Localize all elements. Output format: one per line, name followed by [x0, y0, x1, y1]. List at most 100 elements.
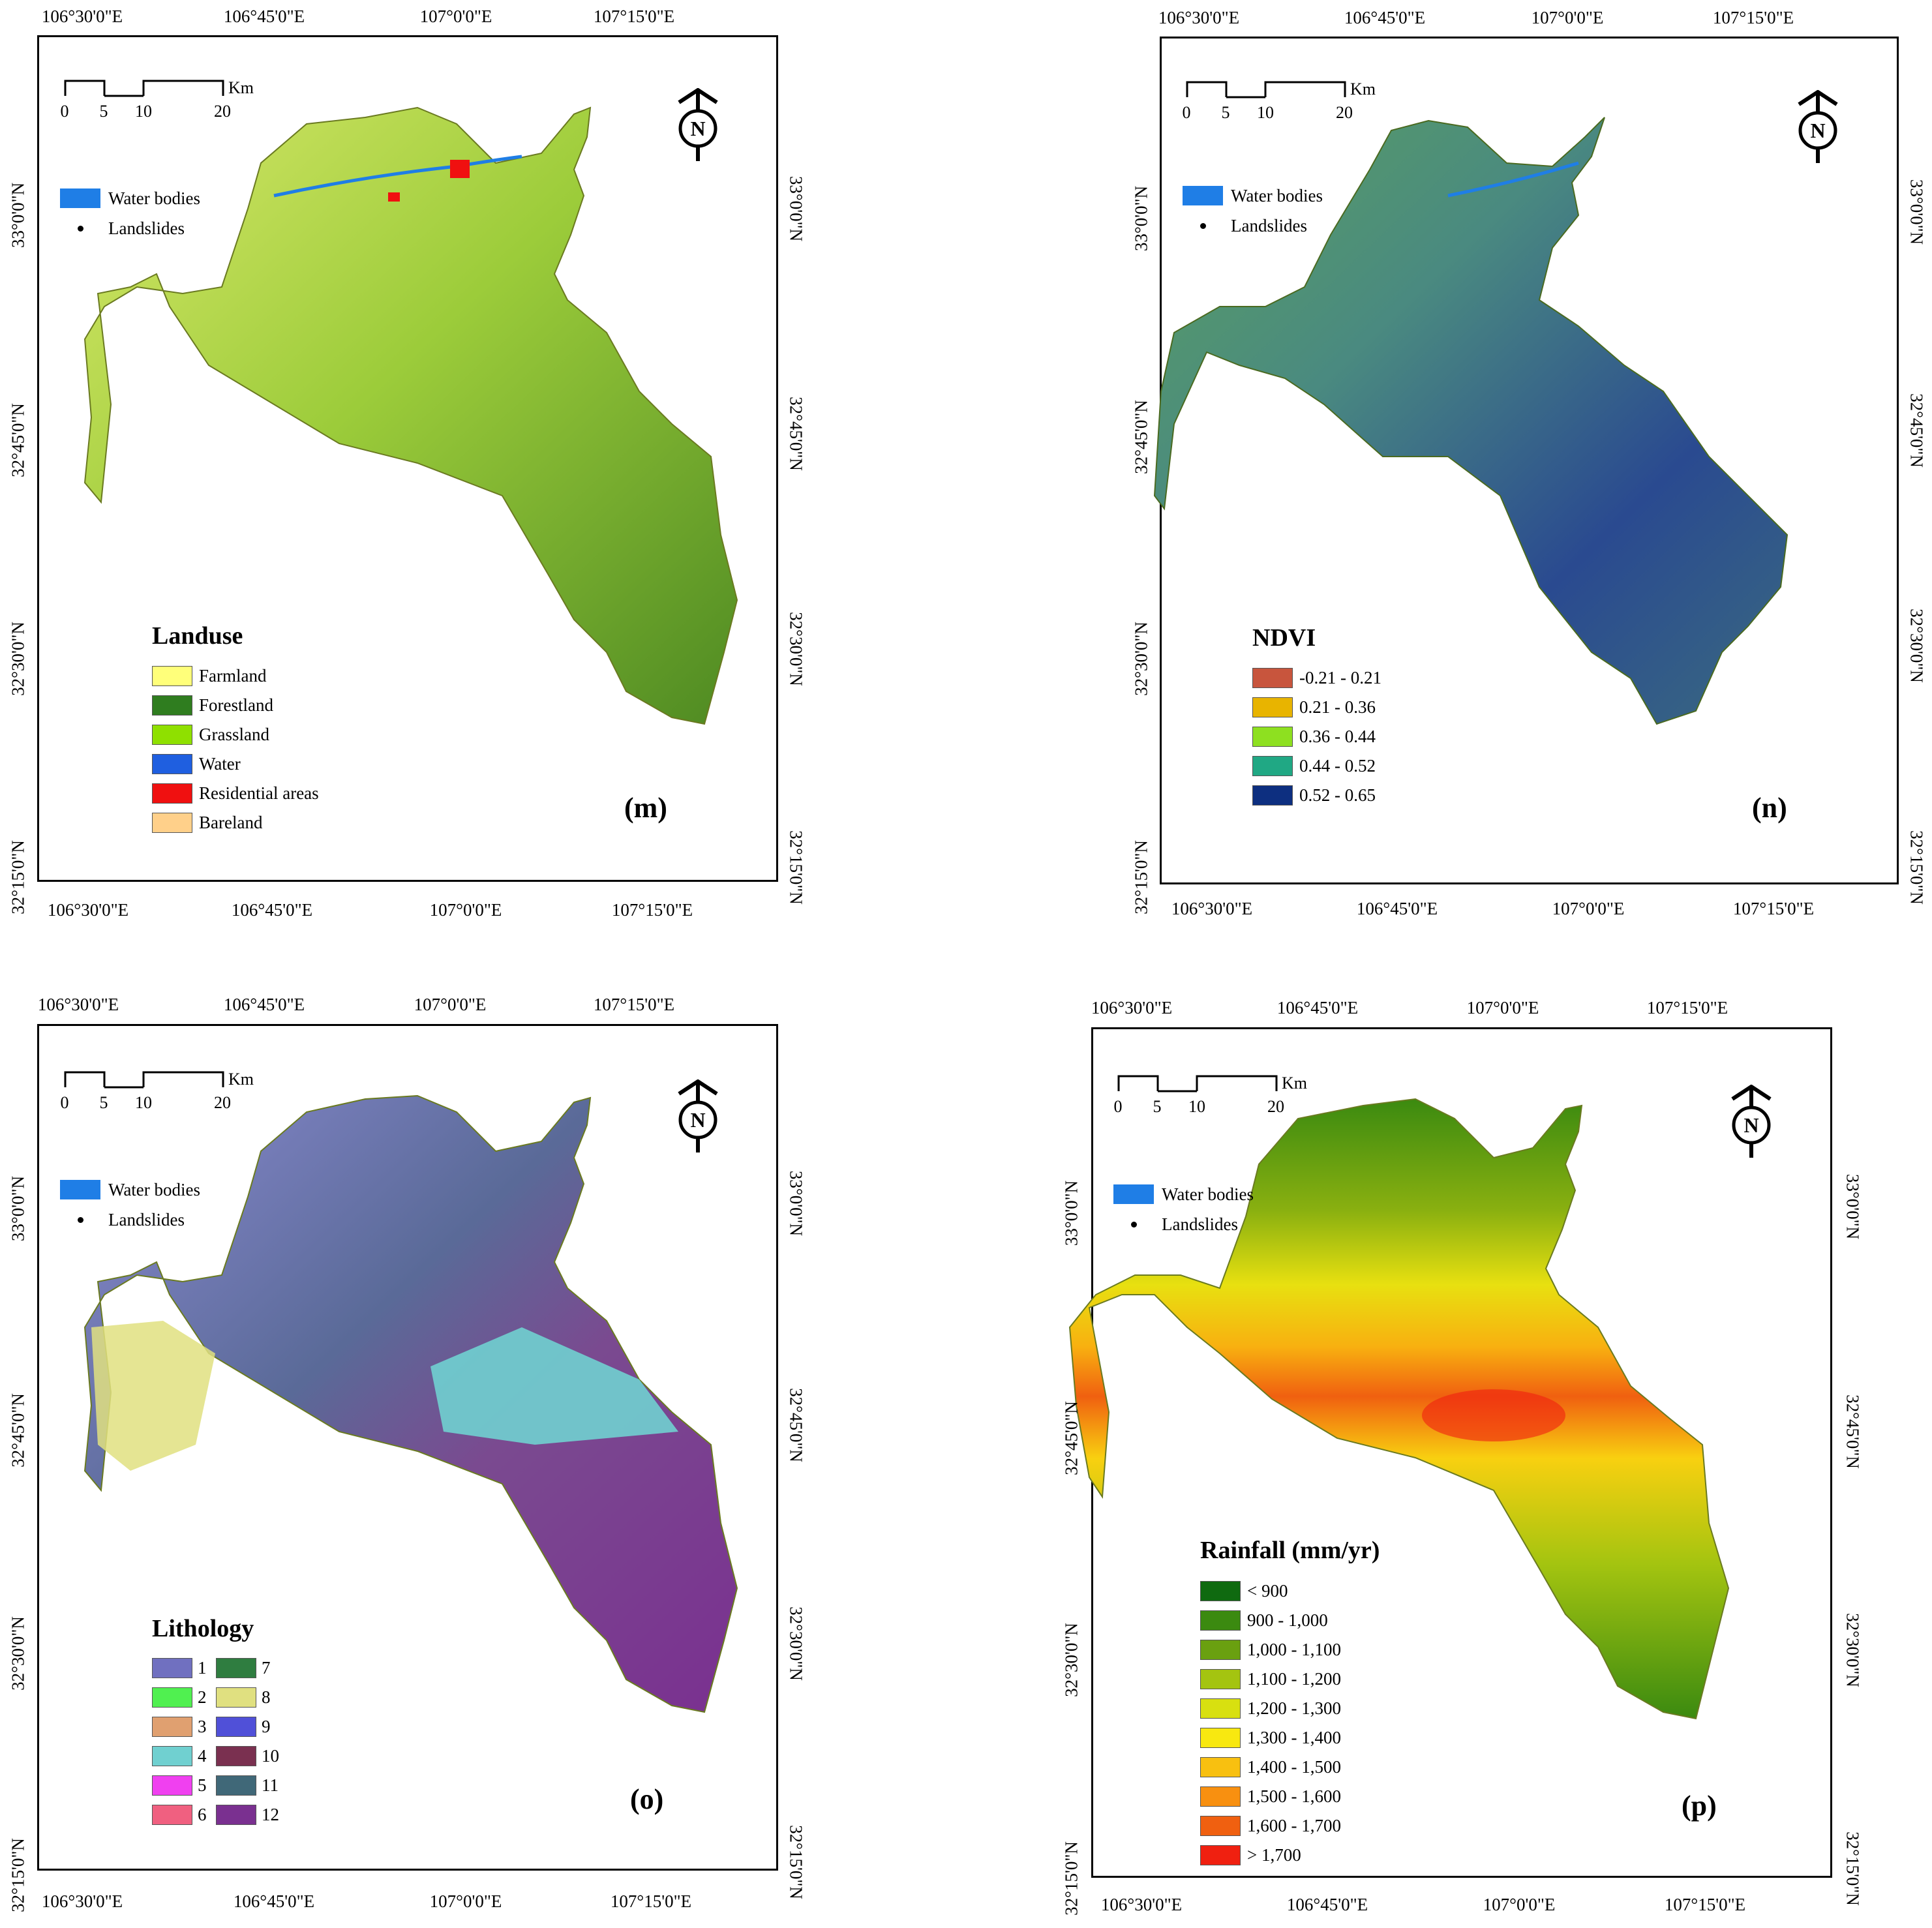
legend-item: < 900 [1200, 1576, 1341, 1606]
landslides-label: Landslides [1162, 1214, 1238, 1234]
lat-left-3: 32°30'0"N [1061, 1623, 1081, 1697]
water-swatch [60, 1180, 100, 1199]
lon-top-1: 106°30'0"E [37, 995, 119, 1014]
scale-10: 10 [1257, 103, 1274, 122]
lat-left-2: 32°45'0"N [8, 403, 28, 477]
scale-20: 20 [1267, 1097, 1284, 1116]
lat-left-1: 33°0'0"N [1131, 185, 1151, 252]
panel-m: 106°30'0"E 106°45'0"E 107°0'0"E 107°15'0… [0, 0, 809, 939]
legend-item: Residential areas [152, 779, 319, 808]
legend-item: 2 [152, 1683, 216, 1712]
legend-item: 6 [152, 1800, 216, 1830]
landslide-dot-icon [60, 1216, 100, 1223]
lat-right-4: 32°15'0"N [1907, 830, 1927, 905]
rainfall-map [1068, 1098, 1730, 1720]
scale-0: 0 [1113, 1097, 1123, 1116]
water-landslide-legend: Water bodies Landslides [60, 183, 200, 243]
legend-item: 0.44 - 0.52 [1252, 751, 1381, 781]
legend-item: Grassland [152, 720, 319, 749]
scale-0: 0 [1182, 103, 1191, 122]
study-area-landuse [83, 106, 738, 725]
legend-item: 0.52 - 0.65 [1252, 781, 1381, 810]
lon-top-3: 107°0'0"E [1531, 8, 1604, 27]
lon-top-3: 107°0'0"E [414, 995, 487, 1014]
lon-top-1: 106°30'0"E [1091, 998, 1173, 1017]
legend-title: NDVI [1252, 624, 1316, 652]
lon-top-2: 106°45'0"E [223, 7, 305, 26]
legend-item: 4 [152, 1741, 216, 1771]
lat-right-1: 33°0'0"N [786, 175, 806, 242]
lat-left-4: 32°15'0"N [8, 1838, 28, 1912]
legend-item: 5 [152, 1771, 216, 1800]
panel-n: 106°30'0"E 106°45'0"E 107°0'0"E 107°15'0… [1122, 0, 1932, 939]
legend-item: 1,500 - 1,600 [1200, 1782, 1341, 1811]
lon-top-1: 106°30'0"E [1158, 8, 1240, 27]
lon-bottom-1: 106°30'0"E [41, 1891, 123, 1911]
water-label: Water bodies [1162, 1184, 1254, 1204]
lon-bottom-2: 106°45'0"E [1286, 1895, 1368, 1914]
lat-right-2: 32°45'0"N [786, 1388, 806, 1462]
scale-0: 0 [60, 1093, 69, 1112]
lat-left-1: 33°0'0"N [8, 182, 28, 249]
legend-item: 900 - 1,000 [1200, 1606, 1341, 1635]
legend-item: 1,200 - 1,300 [1200, 1694, 1341, 1723]
lat-right-3: 32°30'0"N [786, 1606, 806, 1681]
scale-bar [64, 1071, 224, 1089]
lat-left-1: 33°0'0"N [1061, 1180, 1081, 1246]
svg-text:N: N [1810, 119, 1825, 142]
lat-right-3: 32°30'0"N [1907, 609, 1927, 683]
lat-left-4: 32°15'0"N [1061, 1841, 1081, 1916]
legend-item: 0.36 - 0.44 [1252, 722, 1381, 751]
lon-top-2: 106°45'0"E [223, 995, 305, 1014]
water-swatch [60, 188, 100, 208]
water-label: Water bodies [1231, 185, 1323, 205]
legend-item: Bareland [152, 808, 319, 837]
scale-10: 10 [135, 102, 152, 121]
legend-title: Rainfall (mm/yr) [1200, 1537, 1380, 1564]
lon-top-4: 107°15'0"E [593, 7, 675, 26]
lithology-map [83, 1094, 738, 1713]
legend-item: 9 [216, 1712, 281, 1741]
scale-5: 5 [99, 102, 108, 121]
panel-label: (m) [624, 792, 667, 824]
legend-item: Forestland [152, 691, 319, 720]
lat-right-1: 33°0'0"N [786, 1170, 806, 1237]
north-arrow-icon: N [1731, 1085, 1772, 1158]
scale-20: 20 [1336, 103, 1353, 122]
lon-bottom-3: 107°0'0"E [1483, 1895, 1556, 1914]
legend-title: Landuse [152, 622, 243, 650]
lon-bottom-2: 106°45'0"E [231, 900, 313, 920]
north-arrow-icon: N [678, 88, 718, 161]
lat-right-3: 32°30'0"N [1843, 1613, 1863, 1687]
rainfall-legend: < 900 900 - 1,000 1,000 - 1,100 1,100 - … [1200, 1576, 1341, 1870]
lon-bottom-3: 107°0'0"E [429, 900, 502, 920]
legend-item: > 1,700 [1200, 1841, 1341, 1870]
scale-0: 0 [60, 102, 69, 121]
scale-unit: Km [228, 78, 254, 97]
legend-item: 10 [216, 1741, 281, 1771]
scale-5: 5 [99, 1093, 108, 1112]
rainfall-peak-zone [1422, 1389, 1565, 1441]
lon-top-2: 106°45'0"E [1276, 998, 1359, 1017]
scale-unit: Km [1350, 80, 1376, 98]
lithology-zone-4 [430, 1327, 678, 1445]
water-swatch [1183, 186, 1223, 205]
legend-item: Water [152, 749, 319, 779]
lat-left-2: 32°45'0"N [1061, 1401, 1081, 1475]
landslide-dot-icon [60, 225, 100, 232]
ndvi-legend: -0.21 - 0.21 0.21 - 0.36 0.36 - 0.44 0.4… [1252, 663, 1381, 810]
lon-top-4: 107°15'0"E [1646, 998, 1728, 1017]
scale-5: 5 [1221, 103, 1230, 122]
landuse-map [83, 106, 738, 725]
residential-area [450, 160, 470, 178]
lithology-legend: 1 7 2 8 3 9 4 10 5 11 6 12 [152, 1653, 281, 1830]
lon-top-3: 107°0'0"E [1466, 998, 1539, 1017]
lat-right-1: 33°0'0"N [1843, 1173, 1863, 1240]
lat-right-2: 32°45'0"N [786, 397, 806, 471]
lat-left-3: 32°30'0"N [1131, 622, 1151, 696]
lat-right-4: 32°15'0"N [1843, 1831, 1863, 1906]
lon-bottom-4: 107°15'0"E [610, 1891, 692, 1911]
svg-text:N: N [690, 117, 705, 140]
legend-item: 1,600 - 1,700 [1200, 1811, 1341, 1841]
north-arrow-icon: N [678, 1079, 718, 1152]
